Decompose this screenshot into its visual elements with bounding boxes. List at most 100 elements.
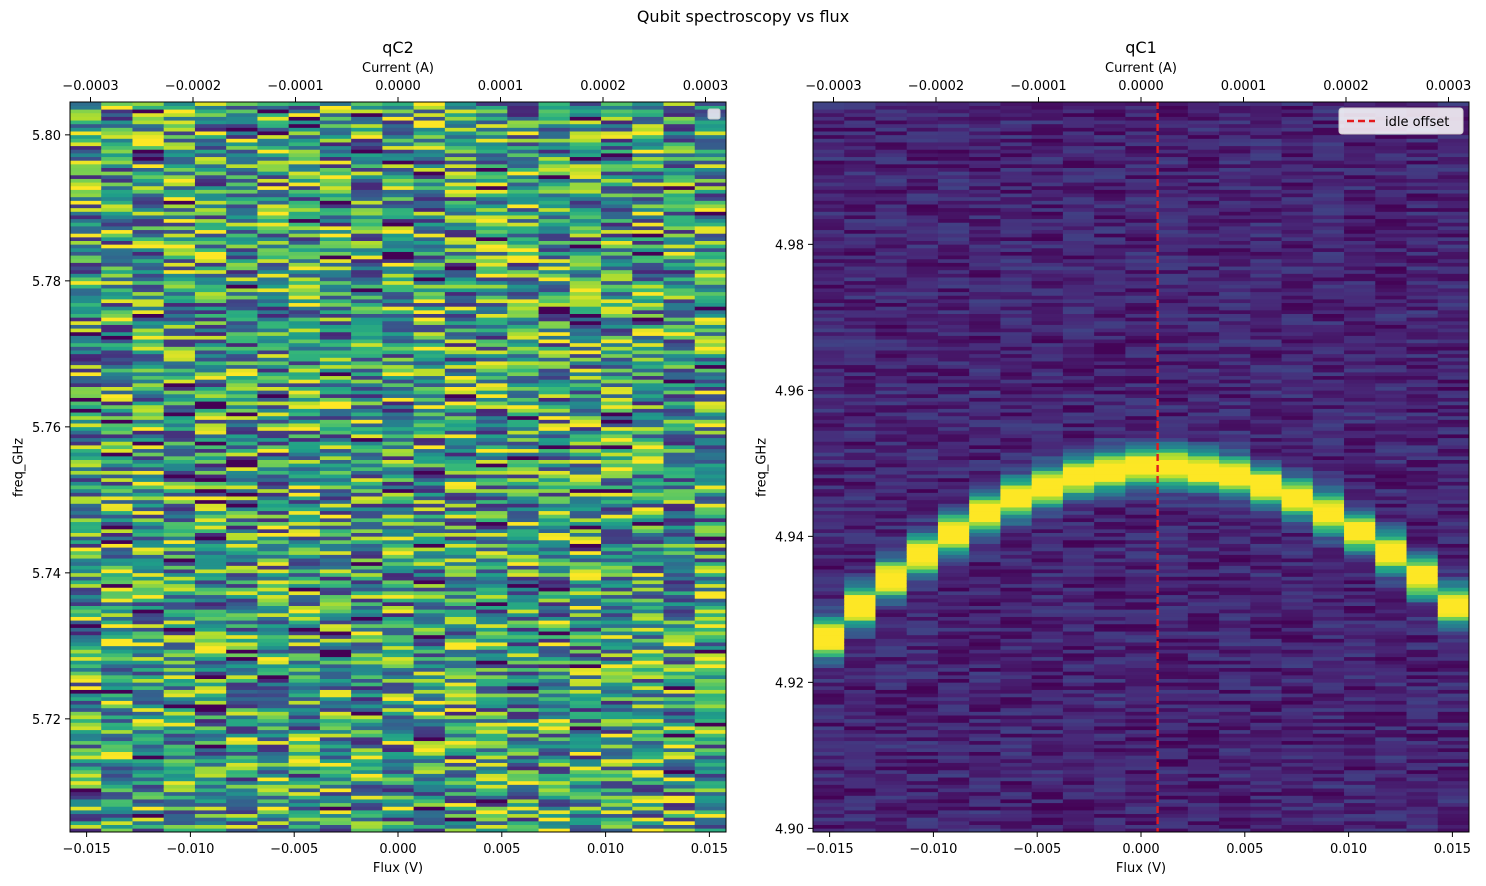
- heatmap-cell: [413, 682, 446, 687]
- heatmap-cell: [194, 532, 227, 537]
- heatmap-cell: [382, 780, 415, 785]
- heatmap-cell: [444, 641, 477, 647]
- heatmap-cell: [507, 736, 540, 742]
- heatmap-cell: [632, 342, 665, 347]
- heatmap-cell: [476, 258, 508, 263]
- heatmap-cell: [382, 178, 415, 183]
- heatmap-cell: [288, 130, 321, 136]
- heatmap-cell: [132, 649, 165, 654]
- heatmap-cell: [319, 791, 352, 796]
- heatmap-cell: [382, 291, 415, 296]
- heatmap-cell: [632, 317, 665, 322]
- heatmap-cell: [413, 401, 446, 406]
- heatmap-cell: [163, 466, 196, 471]
- heatmap-cell: [101, 265, 134, 271]
- heatmap-cell: [632, 236, 665, 241]
- heatmap-cell: [257, 484, 290, 490]
- heatmap-cell: [507, 623, 540, 628]
- heatmap-cell: [444, 787, 477, 793]
- heatmap-cell: [663, 514, 696, 519]
- heatmap-cell: [413, 609, 446, 614]
- heatmap-cell: [163, 167, 196, 172]
- heatmap-cell: [101, 572, 134, 577]
- heatmap-cell: [601, 338, 633, 344]
- heatmap-cell: [694, 269, 726, 274]
- heatmap-cell: [382, 503, 415, 508]
- heatmap-cell: [351, 160, 383, 165]
- heatmap-cell: [351, 174, 383, 179]
- heatmap-cell: [569, 539, 602, 544]
- heatmap-cell: [601, 568, 633, 574]
- heatmap-cell: [351, 207, 383, 212]
- heatmap-cell: [101, 466, 134, 471]
- heatmap-cell: [601, 269, 633, 274]
- heatmap-cell: [70, 196, 102, 201]
- heatmap-cell: [132, 714, 165, 720]
- heatmap-cell: [632, 430, 665, 435]
- heatmap-cell: [382, 678, 415, 683]
- heatmap-cell: [507, 211, 540, 216]
- y-tick-label: 5.80: [32, 129, 61, 144]
- heatmap-cell: [601, 255, 633, 260]
- heatmap-cell: [70, 444, 102, 450]
- heatmap-cell: [288, 222, 321, 227]
- heatmap-cell: [226, 780, 259, 785]
- heatmap-cell: [101, 758, 134, 763]
- heatmap-cell: [257, 141, 290, 147]
- heatmap-cell: [101, 119, 134, 125]
- heatmap-cell: [382, 707, 415, 712]
- heatmap-cell: [194, 722, 227, 727]
- heatmap-cell: [257, 620, 290, 625]
- heatmap-cell: [601, 536, 633, 541]
- heatmap-cell: [163, 630, 196, 636]
- heatmap-cell: [382, 528, 415, 533]
- heatmap-cell: [569, 594, 602, 599]
- heatmap-cell: [569, 671, 602, 676]
- heatmap-cell: [351, 203, 383, 209]
- heatmap-cell: [601, 309, 633, 314]
- heatmap-cell: [319, 200, 352, 205]
- heatmap-cell: [319, 583, 352, 588]
- heatmap-cell: [194, 397, 227, 402]
- heatmap-cell: [382, 477, 415, 482]
- heatmap-cell: [569, 696, 602, 701]
- heatmap-cell: [382, 280, 415, 285]
- heatmap-cell: [507, 557, 540, 563]
- heatmap-cell: [382, 787, 415, 793]
- heatmap-cell: [70, 484, 102, 490]
- heatmap-cell: [507, 401, 540, 406]
- heatmap-cell: [601, 718, 633, 723]
- heatmap-cell: [194, 156, 227, 161]
- heatmap-cell: [226, 652, 259, 658]
- heatmap-cell: [257, 152, 290, 158]
- heatmap-cell: [288, 557, 321, 563]
- heatmap-cell: [351, 255, 383, 260]
- heatmap-cell: [257, 696, 290, 701]
- heatmap-cell: [663, 211, 696, 216]
- heatmap-cell: [569, 102, 602, 106]
- heatmap-cell: [101, 744, 134, 749]
- heatmap-cell: [132, 102, 165, 106]
- heatmap-cell: [288, 784, 321, 789]
- heatmap-cell: [569, 682, 602, 687]
- heatmap-cell: [507, 269, 540, 274]
- heatmap-cell: [444, 758, 477, 763]
- heatmap-cell: [476, 338, 508, 344]
- heatmap-cell: [444, 514, 477, 519]
- heatmap-cell: [163, 499, 196, 504]
- heatmap-cell: [694, 579, 726, 585]
- heatmap-cell: [257, 200, 290, 205]
- heatmap-cell: [288, 641, 321, 647]
- heatmap-cell: [476, 725, 508, 731]
- heatmap-cell: [569, 707, 602, 712]
- heatmap-cell: [601, 751, 633, 756]
- heatmap-cell: [663, 740, 696, 745]
- heatmap-cell: [101, 273, 134, 278]
- heatmap-cell: [101, 787, 134, 793]
- heatmap-cell: [444, 470, 477, 475]
- heatmap-cell: [257, 714, 290, 720]
- heatmap-cell: [288, 437, 321, 442]
- heatmap-cell: [70, 397, 102, 402]
- heatmap-cell: [538, 116, 571, 121]
- heatmap-cell: [413, 309, 446, 314]
